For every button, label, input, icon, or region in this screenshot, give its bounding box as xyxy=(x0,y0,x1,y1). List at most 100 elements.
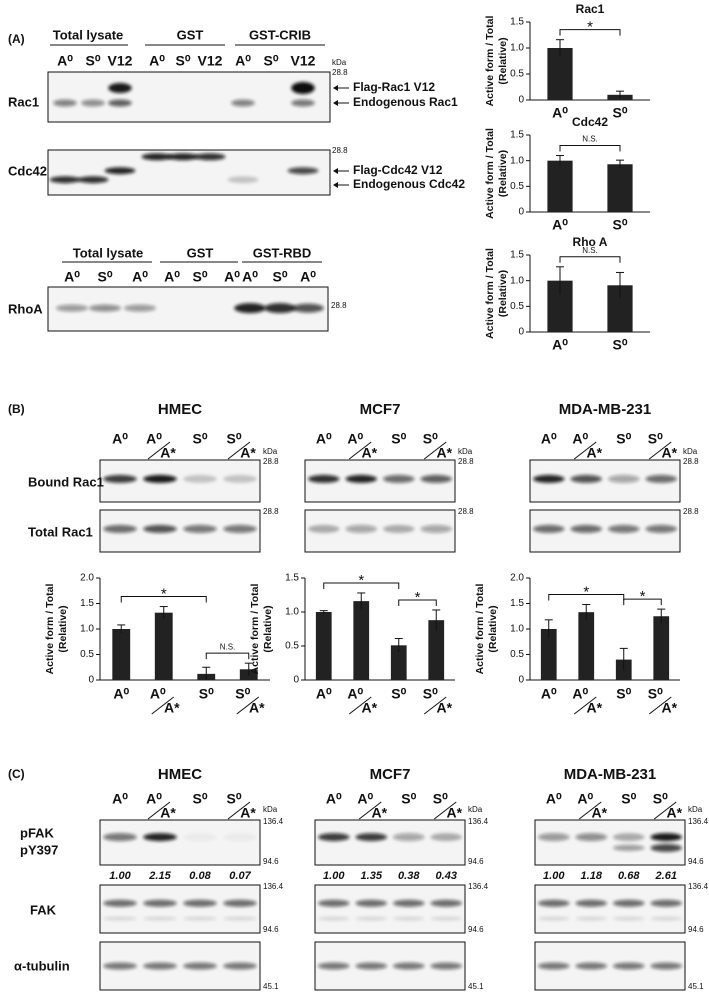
y-tick-label: 2.0 xyxy=(510,573,524,584)
lane-label: A* xyxy=(661,445,677,461)
band xyxy=(650,899,682,907)
cell-title: HMEC xyxy=(158,401,202,418)
band xyxy=(613,962,645,970)
band-label: Endogenous Rac1 xyxy=(353,95,458,109)
band xyxy=(430,899,462,907)
lane-label: S⁰ xyxy=(235,686,250,702)
band xyxy=(570,524,602,533)
y-axis-label: Active form / Total xyxy=(484,128,496,219)
y-tick-label: 0 xyxy=(518,675,524,686)
kda-marker: 94.6 xyxy=(263,925,279,934)
kda-marker: 28.8 xyxy=(263,457,279,466)
lane-label: S⁰ xyxy=(648,686,663,702)
significance-bracket xyxy=(559,256,621,263)
blot xyxy=(534,819,686,866)
lane-label: A* xyxy=(591,805,607,821)
bar xyxy=(540,629,557,680)
band xyxy=(308,524,340,533)
lane-label: A⁰ xyxy=(541,686,557,702)
bar xyxy=(154,612,173,680)
band xyxy=(223,474,257,483)
blot xyxy=(314,884,466,934)
quantification: 1.00 xyxy=(323,870,345,882)
band xyxy=(570,474,602,483)
lane-label: A⁰ xyxy=(572,686,588,702)
lane-label: A⁰ xyxy=(149,53,165,69)
band xyxy=(383,474,415,483)
y-axis-label: Active form / Total xyxy=(44,584,56,675)
row-label: RhoA xyxy=(8,301,43,316)
lane-label: S⁰ xyxy=(199,686,214,702)
bar xyxy=(547,160,573,212)
kda-marker: 45.1 xyxy=(688,982,704,991)
lane-label: S⁰ xyxy=(621,791,636,807)
band xyxy=(308,474,340,483)
y-axis-label: (Relative) xyxy=(487,605,499,652)
chart-title: Rac1 xyxy=(576,2,605,16)
y-tick-label: 0.5 xyxy=(510,649,524,660)
bar xyxy=(390,645,407,680)
band xyxy=(194,153,226,161)
band xyxy=(143,474,177,483)
lane-divider xyxy=(653,801,677,820)
band xyxy=(183,962,217,970)
lane-label: A⁰ xyxy=(572,431,588,447)
quantification: 2.61 xyxy=(655,870,677,882)
lane-label: A⁰ xyxy=(57,53,73,69)
significance-label: N.S. xyxy=(582,246,598,255)
quantification: 0.43 xyxy=(436,870,457,882)
quantification: 1.00 xyxy=(543,870,565,882)
lane-divider xyxy=(433,801,457,820)
y-tick-label: 0 xyxy=(293,675,299,686)
significance-bracket xyxy=(559,29,621,36)
lane-label: A⁰ xyxy=(150,686,166,702)
blot xyxy=(99,819,261,866)
kda-marker: 28.8 xyxy=(458,507,474,516)
band xyxy=(538,833,570,842)
lane-label: A* xyxy=(240,805,256,821)
band xyxy=(291,99,315,107)
band xyxy=(227,176,259,184)
band xyxy=(538,899,570,907)
x-tick-label: A⁰ xyxy=(552,105,568,121)
lane-label: A⁰ xyxy=(64,269,80,285)
y-axis-label: (Relative) xyxy=(497,150,509,197)
lane-label: A⁰ xyxy=(300,269,316,285)
kda-unit: kDa xyxy=(458,447,473,456)
band xyxy=(538,916,570,921)
group-header: Total lysate xyxy=(53,27,124,42)
y-tick-label: 0.5 xyxy=(510,181,524,192)
arrow-head xyxy=(333,168,338,174)
lane-label: A⁰ xyxy=(146,431,162,447)
cell-title: MDA-MB-231 xyxy=(564,766,657,783)
y-tick-label: 1.0 xyxy=(510,155,524,166)
significance-label: * xyxy=(640,588,646,605)
kda-unit: kDa xyxy=(688,805,703,814)
kda-marker: 28.8 xyxy=(332,68,348,77)
group-header: GST xyxy=(177,27,204,42)
band xyxy=(393,833,425,842)
lane-label: S⁰ xyxy=(616,686,631,702)
band xyxy=(355,916,387,921)
lane-label: A⁰ xyxy=(577,791,593,807)
band xyxy=(103,474,137,483)
band xyxy=(141,153,173,161)
kda-unit: kDa xyxy=(468,805,483,814)
row-label: pFAK xyxy=(20,825,55,840)
band xyxy=(264,303,296,314)
y-tick-label: 2.0 xyxy=(80,573,94,584)
band xyxy=(318,899,350,907)
kda-marker: 136.4 xyxy=(688,882,709,891)
kda-unit: kDa xyxy=(683,447,698,456)
lane-label: S⁰ xyxy=(648,431,663,447)
band xyxy=(533,524,565,533)
band xyxy=(89,304,121,312)
bar xyxy=(653,616,670,680)
band xyxy=(183,916,217,921)
blot xyxy=(314,819,466,866)
y-axis-label: (Relative) xyxy=(497,37,509,84)
significance-bracket xyxy=(623,598,662,606)
kda-marker: 136.4 xyxy=(468,882,489,891)
y-tick-label: 0 xyxy=(88,675,94,686)
significance-label: * xyxy=(161,586,167,603)
